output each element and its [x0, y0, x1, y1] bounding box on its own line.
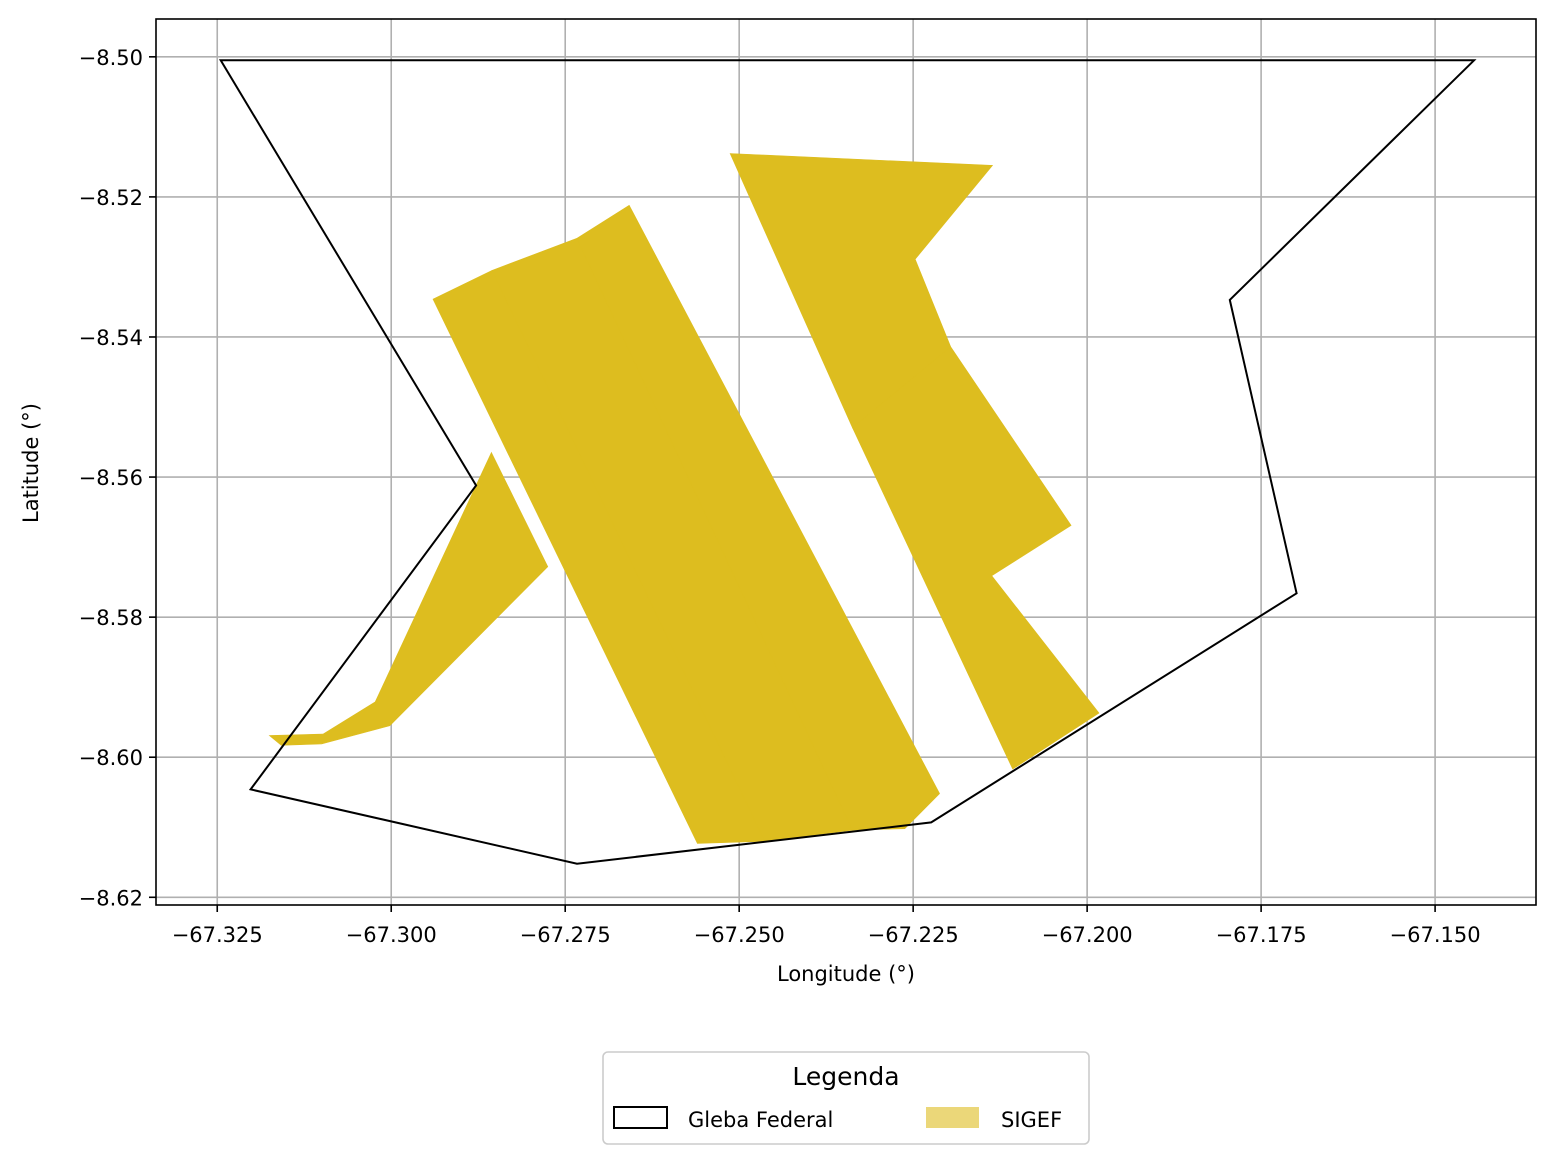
- gleba-federal-boundary: [218, 59, 1477, 865]
- y-tick-label: −8.50: [79, 46, 143, 70]
- y-tick-label: −8.54: [79, 326, 143, 350]
- y-tick-label: −8.56: [79, 466, 143, 490]
- x-tick-label: −67.275: [520, 923, 611, 947]
- legend-label-gleba-federal: Gleba Federal: [688, 1108, 833, 1132]
- y-tick-label: −8.62: [79, 886, 143, 910]
- y-tick-label: −8.60: [79, 746, 143, 770]
- x-tick-label: −67.175: [1216, 923, 1307, 947]
- axis-ticks: −67.325 −67.300 −67.275 −67.250 −67.225 −67.2…: [79, 46, 1481, 947]
- map-polygons: [218, 59, 1477, 865]
- x-tick-label: −67.200: [1042, 923, 1133, 947]
- sigef-parcel: [576, 204, 940, 831]
- legend-title: Legenda: [792, 1062, 899, 1091]
- legend: Legenda Gleba Federal SIGEF: [602, 1051, 1090, 1145]
- x-tick-label: −67.250: [694, 923, 785, 947]
- y-tick-label: −8.58: [79, 606, 143, 630]
- legend-swatch-sigef: [926, 1107, 979, 1128]
- plot-frame: [155, 18, 1537, 906]
- y-tick-label: −8.52: [79, 186, 143, 210]
- sigef-parcel: [268, 451, 549, 746]
- x-tick-label: −67.225: [868, 923, 959, 947]
- sigef-parcel: [852, 346, 1100, 770]
- legend-label-sigef: SIGEF: [1001, 1108, 1062, 1132]
- x-axis-title: Longitude (°): [777, 962, 915, 986]
- x-tick-label: −67.300: [346, 923, 437, 947]
- y-axis-title: Latitude (°): [19, 403, 43, 523]
- sigef-parcel: [729, 153, 994, 429]
- legend-swatch-gleba-federal: [613, 1106, 668, 1129]
- x-tick-label: −67.325: [172, 923, 263, 947]
- x-tick-label: −67.150: [1390, 923, 1481, 947]
